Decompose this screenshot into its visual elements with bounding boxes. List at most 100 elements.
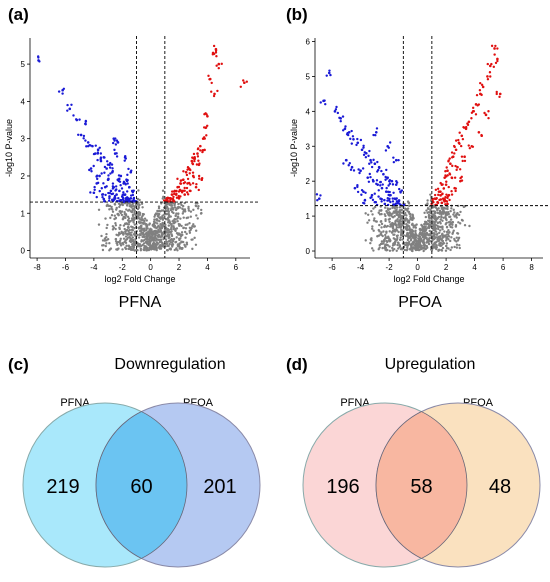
ns-point xyxy=(124,222,127,225)
ns-point xyxy=(131,248,135,252)
up-point xyxy=(471,106,475,110)
ns-point xyxy=(449,215,452,218)
ns-point xyxy=(438,236,441,240)
ns-point xyxy=(380,226,383,229)
ns-point xyxy=(437,248,441,252)
up-point xyxy=(176,177,179,181)
down-point xyxy=(106,160,109,163)
panel-label-b: (b) xyxy=(286,5,308,24)
up-point xyxy=(474,113,478,116)
ns-point xyxy=(138,211,142,215)
ns-point xyxy=(165,209,169,213)
down-point xyxy=(360,148,364,152)
down-point xyxy=(61,92,64,95)
ns-point xyxy=(401,217,404,220)
ns-point xyxy=(196,217,199,220)
down-point xyxy=(356,141,360,145)
down-point xyxy=(119,174,123,178)
ns-point xyxy=(177,212,180,215)
ns-point xyxy=(432,216,435,219)
ns-point xyxy=(441,206,444,209)
ns-point xyxy=(439,229,442,232)
up-point xyxy=(202,126,206,129)
ns-point xyxy=(171,206,174,209)
up-point xyxy=(460,179,464,182)
up-point xyxy=(461,159,464,163)
up-point xyxy=(210,81,213,85)
ns-point xyxy=(459,210,462,214)
up-point xyxy=(198,162,201,165)
up-point xyxy=(495,92,498,96)
ns-point xyxy=(108,242,111,245)
up-point xyxy=(168,200,171,203)
ns-point xyxy=(380,231,383,234)
up-point xyxy=(487,116,490,120)
up-point xyxy=(450,176,454,180)
ns-point xyxy=(410,228,413,231)
ns-point xyxy=(102,244,105,247)
ns-point xyxy=(422,233,426,236)
ns-point xyxy=(133,212,137,215)
ns-point xyxy=(436,238,439,241)
down-point xyxy=(127,167,130,171)
venn-overlap-count: 60 xyxy=(130,476,152,498)
ns-point xyxy=(179,202,182,205)
x-axis-label: log2 Fold Change xyxy=(104,274,175,284)
ns-point xyxy=(456,231,459,235)
x-tick-label: 8 xyxy=(529,263,534,272)
ns-point xyxy=(170,237,173,241)
ns-point xyxy=(130,231,133,234)
ns-point xyxy=(395,234,399,238)
ns-point xyxy=(145,225,149,228)
x-tick-label: 2 xyxy=(177,263,182,272)
down-point xyxy=(363,198,367,202)
up-point xyxy=(220,62,223,66)
ns-point xyxy=(140,244,143,248)
up-point xyxy=(446,202,449,206)
down-point xyxy=(378,166,381,170)
down-point xyxy=(362,144,365,147)
ns-point xyxy=(157,207,161,210)
up-point xyxy=(191,171,195,174)
ns-point xyxy=(441,246,445,250)
up-point xyxy=(197,159,200,162)
ns-point xyxy=(370,209,373,213)
down-point xyxy=(351,135,355,138)
down-point xyxy=(62,87,66,90)
ns-point xyxy=(388,245,391,248)
down-point xyxy=(384,190,388,193)
venn-overlap-count: 58 xyxy=(410,476,432,498)
up-point xyxy=(165,196,168,200)
y-tick-label: 5 xyxy=(306,72,311,81)
ns-point xyxy=(380,222,384,226)
down-point xyxy=(391,183,395,186)
ns-point xyxy=(137,220,140,224)
ns-point xyxy=(457,237,460,240)
ns-point xyxy=(174,227,177,231)
down-point xyxy=(378,180,382,184)
ns-point xyxy=(197,205,200,208)
ns-point xyxy=(126,236,130,239)
y-tick-label: 6 xyxy=(306,37,311,46)
down-point xyxy=(102,156,106,159)
x-axis-label: log2 Fold Change xyxy=(393,274,464,284)
down-point xyxy=(392,191,395,195)
y-axis-label: -log10 P-value xyxy=(4,119,14,177)
down-point xyxy=(114,189,117,192)
ns-point xyxy=(124,214,128,217)
ns-point xyxy=(121,248,124,251)
ns-point xyxy=(420,244,423,248)
ns-point xyxy=(458,246,461,250)
ns-point xyxy=(435,236,438,239)
up-point xyxy=(493,53,496,56)
down-point xyxy=(373,162,377,166)
up-point xyxy=(437,193,440,197)
down-point xyxy=(380,169,383,173)
ns-point xyxy=(171,243,175,246)
ns-point xyxy=(427,233,430,237)
ns-point xyxy=(384,214,387,218)
ns-point xyxy=(426,199,429,202)
up-point xyxy=(436,187,440,190)
up-point xyxy=(183,193,187,196)
